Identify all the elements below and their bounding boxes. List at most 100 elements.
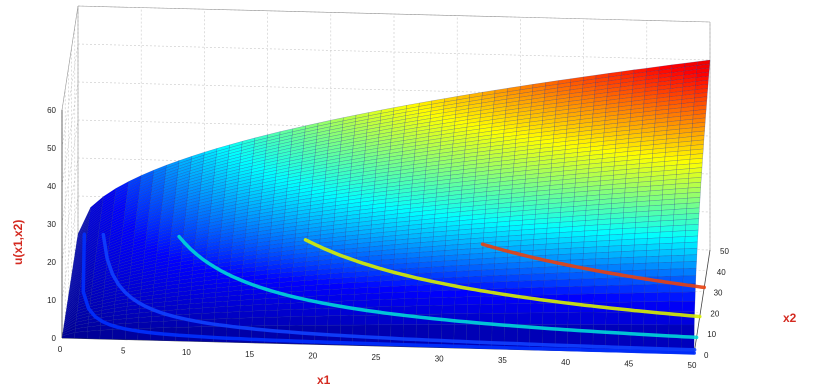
surface-patch <box>547 233 560 239</box>
surface-patch <box>316 290 329 296</box>
surface-patch <box>431 261 444 267</box>
surface-patch <box>252 318 265 327</box>
surface-patch <box>277 317 290 326</box>
surface-patch <box>495 252 508 258</box>
surface-patch <box>620 278 633 286</box>
surface-patch <box>647 238 660 245</box>
surface-patch <box>506 275 519 282</box>
surface-patch <box>330 273 343 279</box>
y-tick-label: 50 <box>720 247 729 256</box>
surface-patch <box>202 307 215 313</box>
surface-patch <box>163 321 176 328</box>
z-tick-label: 20 <box>47 258 56 267</box>
surface-patch <box>683 276 696 284</box>
surface-patch <box>517 313 530 325</box>
box-edge <box>62 6 78 110</box>
surface-patch <box>456 265 469 271</box>
surface-patch <box>607 285 620 293</box>
side-wall-gridline <box>62 82 78 186</box>
surface-patch <box>444 255 457 261</box>
surface-patch <box>304 290 317 296</box>
surface-patch <box>582 279 595 287</box>
surface-patch <box>609 240 622 246</box>
surface-patch <box>253 293 266 299</box>
surface-patch <box>469 264 482 270</box>
surface-patch <box>571 236 584 242</box>
surface-patch <box>582 286 595 294</box>
z-axis-label: u(x1,x2) <box>11 220 25 265</box>
surface-patch <box>645 284 658 293</box>
surface-patch <box>571 253 584 260</box>
surface-patch <box>606 312 619 325</box>
surface-patch <box>533 244 546 250</box>
surface-patch <box>393 280 406 287</box>
surface-patch <box>355 276 368 282</box>
x-tick-label: 45 <box>624 359 633 368</box>
surface-patch <box>659 256 672 263</box>
y-tick-label: 20 <box>710 309 719 318</box>
surface-patch <box>557 266 570 273</box>
surface-patch <box>632 293 645 302</box>
surface-patch <box>227 306 240 313</box>
surface-patch <box>432 251 445 257</box>
surface-patch <box>455 297 468 305</box>
surface-patch <box>291 303 304 310</box>
surface-patch <box>495 257 508 263</box>
surface-patch <box>611 213 624 219</box>
x-tick-label: 35 <box>498 356 507 365</box>
surface-patch <box>557 273 570 280</box>
surface-patch <box>419 267 432 273</box>
surface-patch <box>329 283 342 289</box>
x-tick-label: 40 <box>561 358 570 367</box>
surface-patch <box>228 300 241 306</box>
surface-patch <box>621 245 634 252</box>
surface-patch <box>482 264 495 271</box>
surface-patch <box>354 294 367 301</box>
surface-patch <box>597 224 610 230</box>
surface-patch <box>620 264 633 271</box>
surface-patch <box>341 294 354 301</box>
surface-patch <box>682 301 695 312</box>
surface-patch <box>568 313 581 325</box>
surface-patch <box>444 266 457 272</box>
surface-patch <box>649 205 662 211</box>
surface-patch <box>343 267 356 273</box>
surface-patch <box>304 280 317 286</box>
surface-patch <box>521 234 534 240</box>
surface-patch <box>646 256 659 263</box>
surface-patch <box>432 256 445 262</box>
surface-patch <box>662 204 675 210</box>
surface-patch <box>354 300 367 308</box>
surface-patch <box>240 311 253 318</box>
surface-patch <box>673 231 686 238</box>
surface-patch <box>392 299 405 307</box>
z-tick-label: 10 <box>47 296 56 305</box>
surface-patch <box>507 257 520 263</box>
surface-patch <box>608 252 621 259</box>
surface-patch <box>585 225 598 231</box>
surface-patch <box>546 238 559 244</box>
surface-patch <box>368 270 381 276</box>
surface-patch <box>505 313 518 325</box>
surface-patch <box>585 220 598 226</box>
surface-patch <box>394 263 407 269</box>
surface-patch <box>673 220 686 226</box>
surface-patch <box>594 294 607 303</box>
surface-patch <box>619 285 632 293</box>
surface-patch <box>481 282 494 289</box>
surface-patch <box>265 304 278 311</box>
x-tick-label: 10 <box>182 348 191 357</box>
surface-patch <box>518 304 531 314</box>
surface-patch <box>518 288 531 296</box>
surface-patch <box>595 258 608 265</box>
surface-patch <box>558 248 571 254</box>
y-tick-label: 0 <box>704 351 709 360</box>
x-tick-label: 25 <box>372 353 381 362</box>
surface-patch <box>303 316 316 325</box>
surface-patch <box>673 225 686 231</box>
surface-patch <box>367 293 380 300</box>
x-tick-label: 0 <box>58 345 63 354</box>
surface-patch <box>684 261 697 268</box>
surface-patch <box>480 304 493 313</box>
surface-patch <box>506 281 519 288</box>
